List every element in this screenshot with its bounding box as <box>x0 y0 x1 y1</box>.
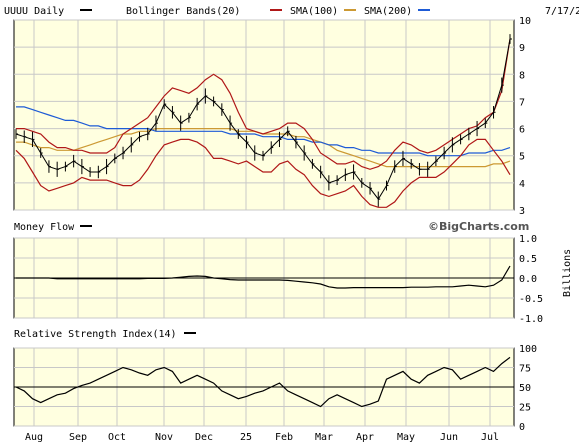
y-tick-label: 0 <box>519 422 525 433</box>
ticker-label: UUUU Daily <box>4 6 64 17</box>
y-tick-label: -0.5 <box>519 294 543 305</box>
y-tick-label: 3 <box>519 206 525 217</box>
rsi-swatch <box>184 332 196 334</box>
header-legend: UUUU Daily Bollinger Bands(20) SMA(100) … <box>4 6 579 17</box>
y-tick-label: 5 <box>519 152 525 163</box>
chart-date: 7/17/25 <box>545 6 579 17</box>
y-tick-label: 10 <box>519 16 531 27</box>
y-tick-label: 6 <box>519 125 525 136</box>
x-tick-label: Jul <box>481 432 499 443</box>
bollinger-lower-line <box>15 138 511 208</box>
x-tick-label: Aug <box>25 432 43 443</box>
rsi-label: Relative Strength Index(14) <box>14 329 177 340</box>
y-tick-label: 7 <box>519 97 525 108</box>
sma100-swatch <box>344 9 356 11</box>
x-axis: Aug Sep Oct Nov Dec 25 Feb Mar Apr May Jun Jul <box>25 432 499 443</box>
y-tick-label: 50 <box>519 383 531 394</box>
sma200-label: SMA(200) <box>364 6 412 17</box>
money-flow-label: Money Flow <box>14 222 75 233</box>
rsi-line <box>15 356 511 408</box>
rsi-panel: Relative Strength Index(14) 100 75 50 25 0 <box>13 329 537 433</box>
money-flow-swatch <box>80 225 92 227</box>
x-tick-label: 25 <box>240 432 252 443</box>
bb-swatch <box>270 9 282 11</box>
y-tick-label: 1.0 <box>519 234 537 245</box>
x-tick-label: Sep <box>69 432 87 443</box>
y-tick-label: 0.5 <box>519 254 537 265</box>
x-tick-label: Feb <box>275 432 293 443</box>
x-tick-label: May <box>397 432 415 443</box>
y-tick-label: 4 <box>519 179 525 190</box>
ticker-swatch <box>80 9 92 11</box>
x-tick-label: Apr <box>356 432 374 443</box>
y-tick-label: 8 <box>519 70 525 81</box>
x-tick-label: Dec <box>195 432 213 443</box>
money-flow-panel: Money Flow 1.0 0.5 0.0 -0.5 -1.0 Billions <box>13 222 573 325</box>
price-line <box>15 38 511 200</box>
x-tick-label: Oct <box>108 432 126 443</box>
y-tick-label: 9 <box>519 43 525 54</box>
x-tick-label: Nov <box>155 432 173 443</box>
sma200-swatch <box>418 9 430 11</box>
watermark: ©BigCharts.com <box>428 220 529 233</box>
y-tick-label: 75 <box>519 364 531 375</box>
price-panel: 3 4 5 6 7 8 9 10 <box>13 16 531 217</box>
money-flow-units: Billions <box>562 249 573 297</box>
bollinger-upper-line <box>16 38 511 170</box>
x-tick-label: Mar <box>315 432 333 443</box>
sma200-line <box>16 106 511 157</box>
y-tick-label: -1.0 <box>519 314 543 325</box>
sma100-label: SMA(100) <box>290 6 338 17</box>
x-tick-label: Jun <box>440 432 458 443</box>
y-tick-label: 25 <box>519 403 531 414</box>
bb-label: Bollinger Bands(20) <box>126 6 240 17</box>
money-flow-line <box>16 265 511 289</box>
y-tick-label: 0.0 <box>519 274 537 285</box>
y-tick-label: 100 <box>519 344 537 355</box>
